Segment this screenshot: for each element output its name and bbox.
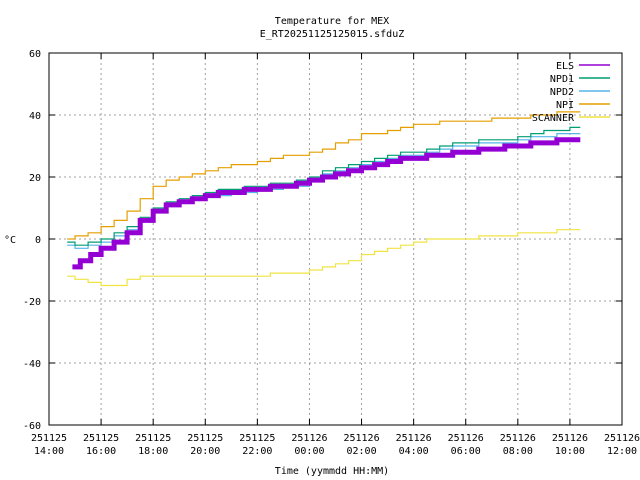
legend-label-els: ELS <box>556 61 574 72</box>
x-tick-time: 12:00 <box>607 446 637 457</box>
x-tick-date: 251125 <box>83 433 119 444</box>
axis-ticks: -60 -40 -20 0 20 40 60 251125 14:00 251125 16:00 25… <box>23 49 640 457</box>
grid <box>49 53 622 425</box>
legend-label-scanner: SCANNER <box>532 113 575 124</box>
x-tick-date: 251126 <box>291 433 327 444</box>
x-tick-date: 251126 <box>448 433 484 444</box>
x-axis-label: Time (yymmdd HH:MM) <box>275 466 389 477</box>
chart-subtitle: E_RT20251125125015.sfduZ <box>260 29 405 40</box>
y-tick-label: 40 <box>29 111 41 122</box>
series-layer <box>67 111 581 287</box>
x-tick-time: 16:00 <box>86 446 116 457</box>
x-tick-date: 251125 <box>187 433 223 444</box>
x-tick-date: 251125 <box>31 433 67 444</box>
y-tick-label: -40 <box>23 359 41 370</box>
series-line-els <box>72 137 581 270</box>
x-tick-date: 251126 <box>500 433 536 444</box>
x-tick-time: 18:00 <box>138 446 168 457</box>
x-tick-time: 08:00 <box>503 446 533 457</box>
series-line-npi <box>67 111 581 240</box>
plot-frame <box>48 52 623 426</box>
y-tick-label: -60 <box>23 421 41 432</box>
x-tick-time: 22:00 <box>242 446 272 457</box>
y-tick-label: -20 <box>23 297 41 308</box>
x-tick-date: 251125 <box>135 433 171 444</box>
legend-label-npd1: NPD1 <box>550 74 574 85</box>
x-tick-time: 00:00 <box>294 446 324 457</box>
y-tick-label: 20 <box>29 173 41 184</box>
legend-label-npi: NPI <box>556 100 574 111</box>
legend-label-npd2: NPD2 <box>550 87 574 98</box>
x-tick-time: 04:00 <box>399 446 429 457</box>
x-tick-time: 10:00 <box>555 446 585 457</box>
y-tick-label: 60 <box>29 49 41 60</box>
x-tick-date: 251126 <box>604 433 640 444</box>
x-tick-time: 06:00 <box>451 446 481 457</box>
chart-title: Temperature for MEX <box>275 16 389 27</box>
x-tick-date: 251125 <box>239 433 275 444</box>
x-tick-date: 251126 <box>343 433 379 444</box>
x-tick-time: 14:00 <box>34 446 64 457</box>
x-tick-time: 20:00 <box>190 446 220 457</box>
y-tick-label: 0 <box>35 235 41 246</box>
x-tick-time: 02:00 <box>346 446 376 457</box>
legend: ELS NPD1 NPD2 NPI SCANNER <box>532 61 610 124</box>
x-tick-date: 251126 <box>552 433 588 444</box>
y-axis-label: °C <box>4 235 16 246</box>
series-line-scanner <box>67 229 581 287</box>
x-tick-date: 251126 <box>396 433 432 444</box>
